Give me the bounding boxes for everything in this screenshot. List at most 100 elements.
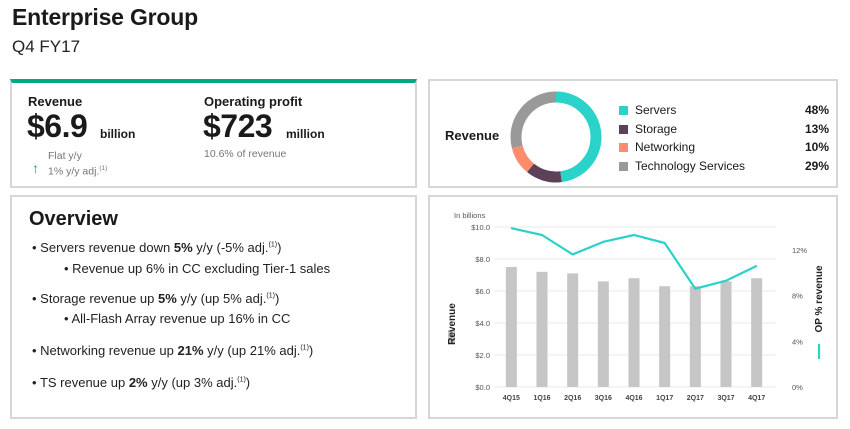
overview-text: y/y (-5% adj. [192,240,269,255]
donut-slice-networking [511,145,535,173]
revenue-note-adj-text: 1% y/y adj. [48,165,100,178]
bullet-icon: • [32,343,41,358]
overview-subitem: • All-Flash Array revenue up 16% in CC [64,311,290,326]
right-axis-label: OP % revenue [814,265,825,333]
bar-2Q16 [567,273,579,387]
overview-title: Overview [29,208,118,230]
footnote-marker: (1) [266,292,275,300]
bar-4Q16 [628,278,640,387]
legend-swatch [619,143,628,152]
legend-label: Networking [635,140,696,154]
bullet-icon: • [64,261,73,276]
revenue-unit: billion [100,127,136,141]
bullet-icon: • [32,240,41,255]
x-tick-label: 3Q16 [595,395,612,402]
bullet-icon: • [64,311,72,326]
x-tick-label: 4Q17 [748,395,765,402]
op-point-3Q16 [602,241,604,243]
x-tick-label: 4Q16 [625,395,642,402]
bullet-icon: • [32,375,40,390]
overview-highlight: 5% [173,240,193,255]
footnote-marker: (1) [99,165,108,172]
op-point-2Q17 [694,288,696,290]
overview-text: y/y (up 3% adj. [147,375,238,390]
bar-2Q17 [689,286,701,387]
overview-item: • Storage revenue up 5% y/y (up 5% adj.(… [32,291,279,306]
revenue-donut-chart [510,91,602,183]
overview-item: • TS revenue up 2% y/y (up 3% adj.(1)) [32,375,250,390]
x-tick-label: 1Q16 [533,395,550,402]
bar-4Q17 [751,278,763,387]
up-arrow-icon: ↑ [32,160,39,176]
op-profit-unit: million [286,127,325,141]
revenue-note-flat: Flat y/y [48,150,82,162]
revenue-mix-label: Revenue [445,128,500,143]
op-profit-value: $723 [203,108,273,144]
legend-item-networking: Networking 10% [619,140,829,156]
legend-label: Technology Services [635,158,746,173]
op-point-3Q17 [725,280,727,282]
overview-card [10,195,417,419]
kpi-card [10,79,417,188]
overview-text: TS revenue up [39,375,129,390]
y-tick-label: $8.0 [475,255,490,264]
legend-item-servers: Servers 48% [619,103,829,119]
legend-swatch [619,106,628,115]
revenue-mix-card [428,79,838,188]
revenue-value: $6.9 [27,108,88,144]
bullet-icon: • [32,291,41,306]
overview-text: ) [308,343,314,358]
bar-1Q17 [659,286,671,387]
page-title: Enterprise Group [12,4,198,30]
page-subtitle: Q4 FY17 [12,37,81,56]
overview-text: ) [274,291,280,306]
y-tick-label: $4.0 [475,319,490,328]
donut-slice-servers [555,91,602,183]
x-tick-label: 3Q17 [717,395,734,402]
x-tick-label: 4Q15 [503,395,520,402]
overview-highlight: 5% [157,291,177,306]
overview-item: • Servers revenue down 5% y/y (-5% adj.(… [32,240,281,255]
legend-percent: 48% [804,103,829,117]
overview-text: y/y (up 5% adj. [176,291,267,306]
overview-text: ) [277,240,282,255]
legend-item-storage: Storage 13% [619,122,829,138]
legend-percent: 13% [804,121,829,136]
op-point-1Q16 [541,234,543,236]
overview-highlight: 21% [177,343,204,358]
y2-tick-label: 4% [792,337,803,346]
legend-item-technology-services: Technology Services 29% [619,159,829,175]
bar-1Q16 [536,271,548,387]
op-point-4Q15 [510,227,512,229]
bar-3Q17 [720,281,732,387]
overview-text: y/y (up 21% adj. [203,343,301,358]
y-tick-label: $2.0 [475,351,490,360]
op-profit-note: 10.6% of revenue [204,148,287,160]
overview-text: All-Flash Array revenue up 16% in CC [71,311,291,326]
overview-text: Networking revenue up [40,343,178,358]
x-tick-label: 2Q16 [564,395,581,402]
y2-tick-label: 12% [792,246,807,255]
op-point-4Q16 [633,234,635,236]
legend-percent: 10% [804,140,829,154]
overview-text: Storage revenue up [40,291,158,306]
overview-subitem: • Revenue up 6% in CC excluding Tier-1 s… [64,261,330,276]
legend-swatch [619,161,628,171]
legend-percent: 29% [804,158,829,173]
y-tick-label: $10.0 [471,223,490,232]
footnote-marker: (1) [300,344,309,352]
y-tick-label: $0.0 [475,383,490,392]
op-point-1Q17 [664,242,666,244]
footnote-marker: (1) [237,376,246,384]
donut-slice-storage [526,163,562,183]
overview-text: Revenue up 6% in CC excluding Tier-1 sal… [72,261,331,276]
overview-highlight: 2% [128,375,148,390]
bar-4Q15 [505,267,517,387]
units-label: In billions [454,211,486,220]
y2-tick-label: 8% [792,292,803,301]
revenue-label: Revenue [28,94,83,109]
legend-swatch [619,124,628,134]
revenue-swatch [448,330,455,344]
legend-label: Storage [635,121,678,136]
revenue-op-chart: $0.0 $2.0 $4.0 $6.0 $8.0 $10.0 In billions 0% 4%… [447,211,825,402]
